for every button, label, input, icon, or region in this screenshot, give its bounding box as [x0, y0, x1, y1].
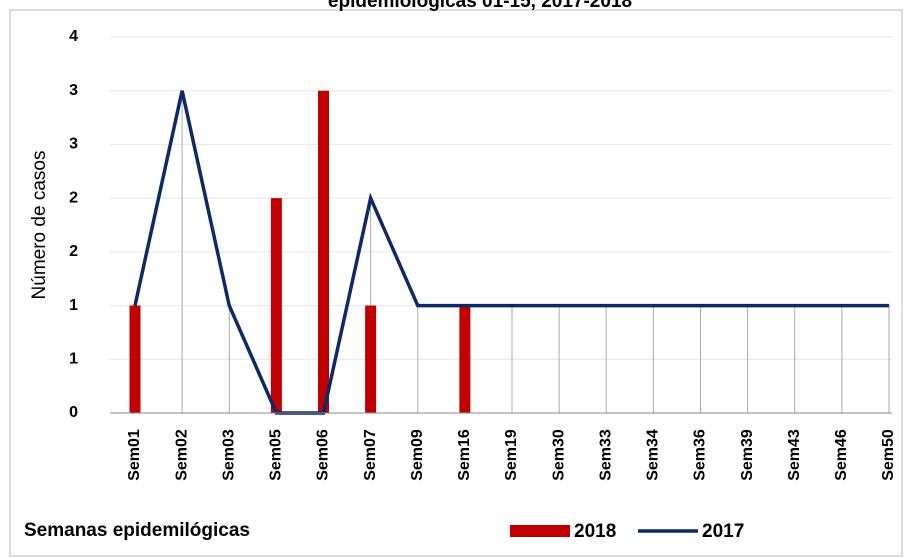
bar — [318, 90, 329, 413]
bar — [365, 305, 377, 413]
legend-label: 2017 — [702, 521, 744, 542]
y-tick-label: 0 — [69, 404, 78, 421]
chart-title: epidemiológicas 01-15, 2017-2018 — [328, 0, 632, 12]
y-tick-label: 2 — [69, 243, 78, 260]
y-tick-label: 1 — [69, 351, 78, 368]
x-axis-label: Semanas epidemilógicas — [24, 520, 250, 541]
x-tick-label: Sem06 — [315, 429, 332, 481]
legend-swatch — [510, 525, 570, 537]
x-tick-label: Sem36 — [692, 429, 709, 481]
x-tick-label: Sem33 — [597, 429, 614, 481]
line — [133, 90, 889, 415]
bar — [270, 198, 282, 413]
x-tick-label: Sem50 — [880, 429, 897, 481]
x-tick-label: Sem02 — [173, 429, 190, 481]
y-axis-label: Número de casos — [29, 151, 50, 300]
x-tick-label: Sem09 — [409, 429, 426, 481]
y-tick-label: 2 — [69, 189, 78, 206]
x-tick-label: Sem03 — [220, 429, 237, 481]
x-tick-label: Sem01 — [126, 429, 143, 481]
bar — [129, 305, 141, 413]
x-tick-label: Sem43 — [786, 429, 803, 481]
x-tick-label: Sem07 — [362, 429, 379, 481]
x-tick-label: Sem34 — [645, 429, 662, 481]
x-tick-label: Sem46 — [833, 429, 850, 481]
y-tick-label: 3 — [69, 136, 78, 153]
x-tick-label: Sem19 — [503, 429, 520, 481]
x-tick-label: Sem05 — [268, 429, 285, 481]
y-tick-label: 4 — [69, 28, 78, 45]
x-tick-label: Sem16 — [456, 429, 473, 481]
y-tick-label: 3 — [69, 82, 78, 99]
y-tick-label: 1 — [69, 297, 78, 314]
bar — [459, 305, 471, 413]
legend-label: 2018 — [574, 521, 616, 542]
x-tick-label: Sem39 — [739, 429, 756, 481]
chart-border — [9, 9, 903, 557]
x-tick-label: Sem30 — [550, 429, 567, 481]
